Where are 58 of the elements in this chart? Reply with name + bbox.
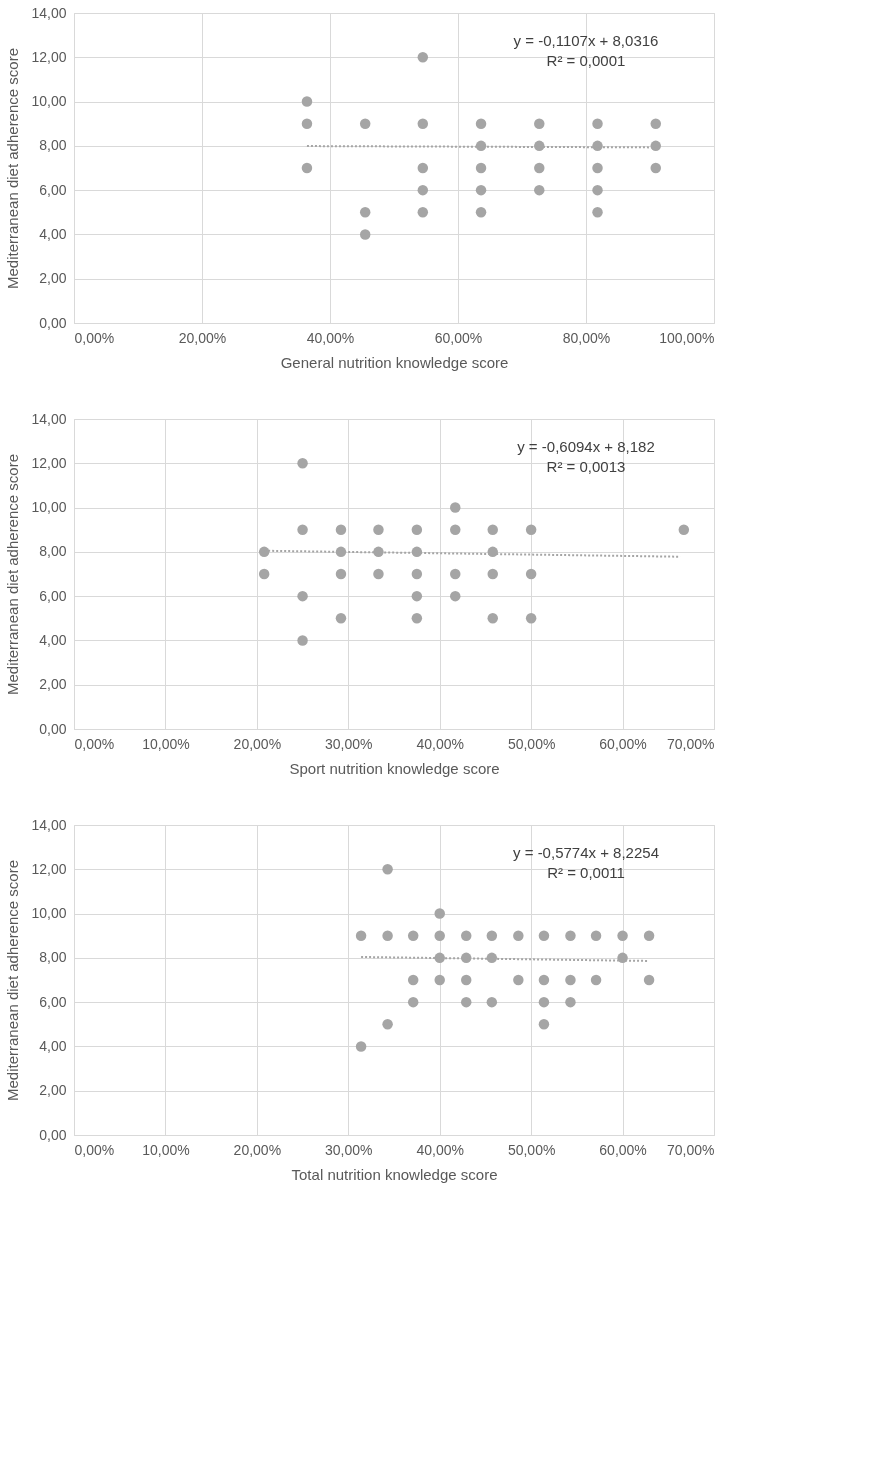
y-axis-title: Mediterranean diet adherence score (4, 860, 22, 1101)
x-tick-label: 20,00% (178, 329, 227, 346)
y-tick-label: 6,00 (39, 993, 67, 1010)
y-tick-label: 4,00 (39, 1037, 67, 1054)
y-tick-label: 0,00 (39, 720, 67, 737)
annotation: y = -0,5774x + 8,2254 (513, 844, 659, 861)
x-tick-label: 10,00% (142, 735, 190, 752)
y-axis-title: Mediterranean diet adherence score (4, 454, 22, 695)
y-tick-label: 12,00 (31, 454, 67, 471)
annotation: y = -0,1107x + 8,0316 (513, 32, 659, 49)
x-tick-label: 40,00% (416, 735, 464, 752)
x-tick-label: 60,00% (599, 1141, 647, 1158)
y-tick-label: 2,00 (39, 1082, 67, 1099)
x-tick-label: 50,00% (507, 735, 556, 752)
y-tick-label: 12,00 (31, 48, 67, 65)
annotation: R² = 0,0011 (547, 864, 625, 881)
y-tick-label: 8,00 (39, 543, 67, 560)
x-tick-label: 0,00% (74, 1141, 115, 1158)
y-tick-label: 10,00 (31, 499, 67, 516)
x-axis-title: General nutrition knowledge score (280, 353, 509, 371)
x-tick-label: 10,00% (142, 1141, 190, 1158)
y-axis-title: Mediterranean diet adherence score (4, 48, 22, 289)
x-tick-label: 50,00% (507, 1141, 556, 1158)
annotation: R² = 0,0013 (546, 458, 626, 475)
y-tick-label: 4,00 (39, 631, 67, 648)
y-tick-label: 14,00 (31, 410, 67, 427)
y-tick-label: 12,00 (31, 860, 67, 877)
y-tick-label: 0,00 (39, 314, 67, 331)
y-tick-label: 14,00 (31, 4, 67, 21)
x-tick-label: 70,00% (667, 735, 715, 752)
y-tick-label: 8,00 (39, 137, 67, 154)
y-tick-label: 4,00 (39, 225, 67, 242)
y-tick-label: 6,00 (39, 587, 67, 604)
x-tick-label: 0,00% (74, 329, 115, 346)
y-tick-label: 14,00 (31, 816, 67, 833)
x-axis-title: Sport nutrition knowledge score (289, 759, 500, 777)
x-tick-label: 30,00% (325, 735, 373, 752)
y-tick-label: 6,00 (39, 181, 67, 198)
x-tick-label: 70,00% (667, 1141, 715, 1158)
annotation: y = -0,6094x + 8,182 (517, 438, 655, 455)
y-tick-label: 10,00 (31, 905, 67, 922)
annotation: R² = 0,0001 (546, 52, 626, 69)
x-tick-label: 40,00% (306, 329, 355, 346)
y-tick-label: 0,00 (39, 1126, 67, 1143)
y-tick-label: 8,00 (39, 949, 67, 966)
x-tick-label: 20,00% (233, 1141, 282, 1158)
x-tick-label: 20,00% (233, 735, 282, 752)
x-tick-label: 80,00% (562, 329, 611, 346)
y-tick-label: 10,00 (31, 93, 67, 110)
x-tick-label: 40,00% (416, 1141, 464, 1158)
x-axis-title: Total nutrition knowledge score (291, 1165, 498, 1183)
x-tick-label: 30,00% (325, 1141, 373, 1158)
x-tick-label: 60,00% (599, 735, 647, 752)
x-tick-label: 0,00% (74, 735, 115, 752)
x-tick-label: 60,00% (434, 329, 483, 346)
y-tick-label: 2,00 (39, 270, 67, 287)
x-tick-label: 100,00% (659, 329, 715, 346)
y-tick-label: 2,00 (39, 676, 67, 693)
